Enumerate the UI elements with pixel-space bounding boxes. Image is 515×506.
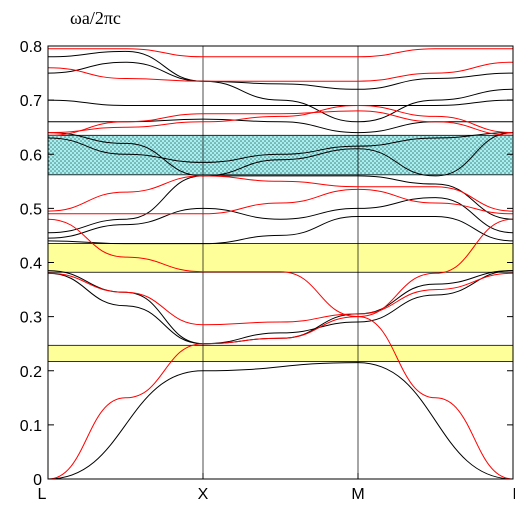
y-tick-label: 0 (33, 472, 42, 489)
band-gaps (47, 134, 514, 362)
red-band-2 (47, 272, 514, 326)
band-lines (47, 48, 514, 480)
black-band-1 (47, 362, 514, 480)
x-tick-label: M (351, 486, 364, 503)
black-band-8 (47, 132, 514, 177)
red-band-8 (47, 61, 514, 82)
y-tick-label: 0.8 (20, 39, 42, 56)
band-gap-2 (47, 243, 514, 273)
black-band-7 (47, 132, 514, 163)
x-tick-label: X (198, 486, 209, 503)
x-tick-label: L (38, 486, 47, 503)
y-ticks: 0 0.1 0.2 0.3 0.4 0.5 0.6 0.7 0.8 (20, 39, 513, 489)
y-axis-label: ωa/2πc (70, 8, 121, 28)
y-tick-label: 0.7 (20, 93, 42, 110)
y-tick-label: 0.3 (20, 310, 42, 327)
red-band-9 (47, 48, 513, 58)
red-band-6 (47, 110, 514, 136)
band-gap-1 (47, 344, 514, 362)
red-band-5 (47, 175, 514, 212)
y-tick-label: 0.6 (20, 147, 42, 164)
black-band-5 (47, 197, 514, 239)
black-band-4 (47, 215, 514, 245)
black-band-6 (47, 175, 514, 234)
red-band-3 (47, 218, 514, 318)
black-band-11 (47, 61, 514, 123)
black-band-10 (47, 99, 514, 107)
band-gap-3 (47, 134, 514, 176)
red-band-7 (47, 104, 514, 134)
y-tick-label: 0.4 (20, 256, 42, 273)
black-band-12 (47, 50, 514, 90)
high-symmetry-lines (202, 46, 359, 479)
y-tick-label: 0.5 (20, 201, 42, 218)
x-tick-label: L (513, 486, 515, 503)
black-band-9 (48, 118, 513, 134)
black-band-2 (47, 270, 514, 345)
x-ticks: LXML (38, 473, 515, 503)
red-band-4 (47, 188, 514, 215)
y-tick-label: 0.2 (20, 364, 42, 381)
plot-frame (47, 45, 514, 480)
y-tick-label: 0.1 (20, 418, 42, 435)
red-band-1 (47, 316, 514, 480)
